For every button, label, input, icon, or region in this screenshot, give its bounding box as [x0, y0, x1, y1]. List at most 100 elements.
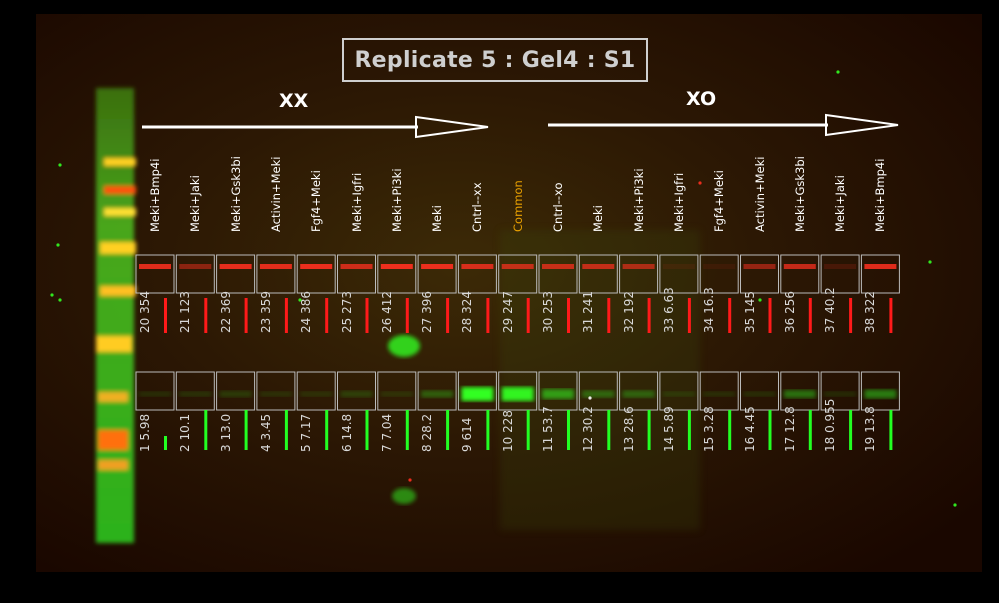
top-band-box [578, 254, 618, 294]
ladder [96, 88, 136, 543]
bottom-quant-label: 17 12.8 [782, 406, 797, 452]
top-band-box [820, 254, 860, 294]
lane-label: Common [510, 180, 525, 232]
top-quant-bar [204, 298, 208, 333]
bottom-band-box [699, 371, 739, 411]
bottom-quant-bar [687, 410, 691, 450]
top-band-box [699, 254, 739, 294]
top-quant-label: 29 247 [500, 291, 515, 333]
top-quant-bar [284, 298, 288, 333]
bottom-band [703, 391, 736, 397]
bottom-quant-bar [808, 410, 812, 450]
bottom-quant-label: 2 10.1 [178, 413, 193, 452]
bottom-band [219, 391, 252, 397]
bottom-quant-bar [446, 410, 450, 450]
top-quant-label: 21 123 [178, 291, 193, 333]
noise-speck [836, 70, 840, 74]
lane-label: Meki+Pi3ki [389, 168, 404, 232]
noise-speck [58, 298, 62, 302]
noise-speck [56, 243, 60, 247]
top-quant-label: 27 396 [420, 291, 435, 333]
bottom-quant-bar [405, 410, 409, 450]
lane-label: Activin+Meki [268, 156, 283, 232]
xo-arrow [548, 113, 899, 137]
bottom-quant-bar [486, 410, 490, 450]
lane-label: Cntrl--xo [551, 182, 565, 232]
bottom-quant-bar [647, 410, 651, 450]
top-band-box [538, 254, 578, 294]
top-band-box [498, 254, 538, 294]
bottom-band-box [659, 371, 699, 411]
lane-label: Meki [591, 205, 606, 232]
bottom-band-box [860, 371, 900, 411]
bottom-band-box [820, 371, 860, 411]
top-quant-label: 37 40.2 [823, 287, 838, 333]
bottom-band-box [377, 371, 417, 411]
bottom-band-box [417, 371, 457, 411]
noise-speck [408, 478, 412, 482]
bottom-band [582, 390, 615, 398]
top-quant-label: 32 192 [621, 291, 636, 333]
top-quant-bar [808, 298, 812, 333]
lane-label: Activin+Meki [752, 156, 767, 232]
bottom-band [783, 390, 816, 398]
bottom-band-box [538, 371, 578, 411]
bottom-band-box [740, 371, 779, 411]
gel-title: Replicate 5 : Gel4 : S1 [342, 38, 648, 82]
bottom-band [461, 387, 494, 401]
top-band [783, 264, 816, 269]
top-quant-label: 30 253 [541, 291, 555, 333]
top-band [461, 264, 494, 269]
bottom-quant-bar [889, 410, 893, 450]
top-quant-bar [567, 298, 570, 333]
top-quant-bar [446, 298, 450, 333]
bottom-quant-bar [849, 410, 853, 450]
top-quant-label: 38 322 [863, 291, 878, 333]
top-band [259, 264, 292, 269]
top-quant-bar [325, 298, 329, 333]
bottom-band [179, 391, 212, 397]
top-band-box [619, 254, 659, 294]
bottom-band-box [256, 371, 296, 411]
top-band-box [337, 254, 376, 294]
bottom-band [300, 391, 333, 397]
bottom-quant-label: 15 3.28 [702, 406, 717, 452]
bottom-band-box [498, 371, 538, 411]
bottom-quant-label: 19 13.8 [863, 406, 878, 452]
lane-label: Meki+Pi3ki [631, 168, 646, 232]
bottom-band [501, 387, 534, 401]
top-band-box [740, 254, 779, 294]
bottom-band-box [135, 371, 175, 411]
top-band [139, 264, 171, 269]
lane-label: Meki+Igfri [671, 172, 686, 232]
top-quant-bar [164, 298, 167, 333]
top-band-box [175, 254, 215, 294]
xx-arrow [142, 115, 489, 139]
noise-speck [928, 260, 932, 264]
top-quant-bar [365, 298, 369, 333]
bottom-quant-label: 7 7.04 [379, 413, 394, 452]
bottom-band [864, 389, 897, 399]
top-band [300, 264, 333, 269]
top-band [662, 264, 695, 269]
top-quant-bar [849, 298, 853, 333]
top-band [421, 264, 454, 269]
noise-speck [588, 396, 592, 400]
top-band [582, 264, 615, 269]
top-band-box [780, 254, 820, 294]
bottom-band [340, 391, 373, 397]
top-quant-label: 36 256 [782, 291, 797, 333]
bottom-quant-label: 18 0.955 [823, 398, 838, 452]
top-quant-bar [405, 298, 409, 333]
top-band [622, 264, 655, 269]
lane-label: Meki+Gsk3bi [792, 156, 807, 232]
lane-label: Fgf4+Meki [309, 170, 324, 232]
top-quant-bar [486, 298, 490, 333]
bottom-quant-bar [365, 410, 369, 450]
bottom-band [662, 391, 695, 397]
bottom-quant-label: 13 28.6 [621, 406, 636, 452]
top-band-box [377, 254, 417, 294]
lane-label: Meki+Gsk3bi [228, 156, 243, 232]
bottom-quant-label: 14 5.89 [661, 406, 676, 452]
